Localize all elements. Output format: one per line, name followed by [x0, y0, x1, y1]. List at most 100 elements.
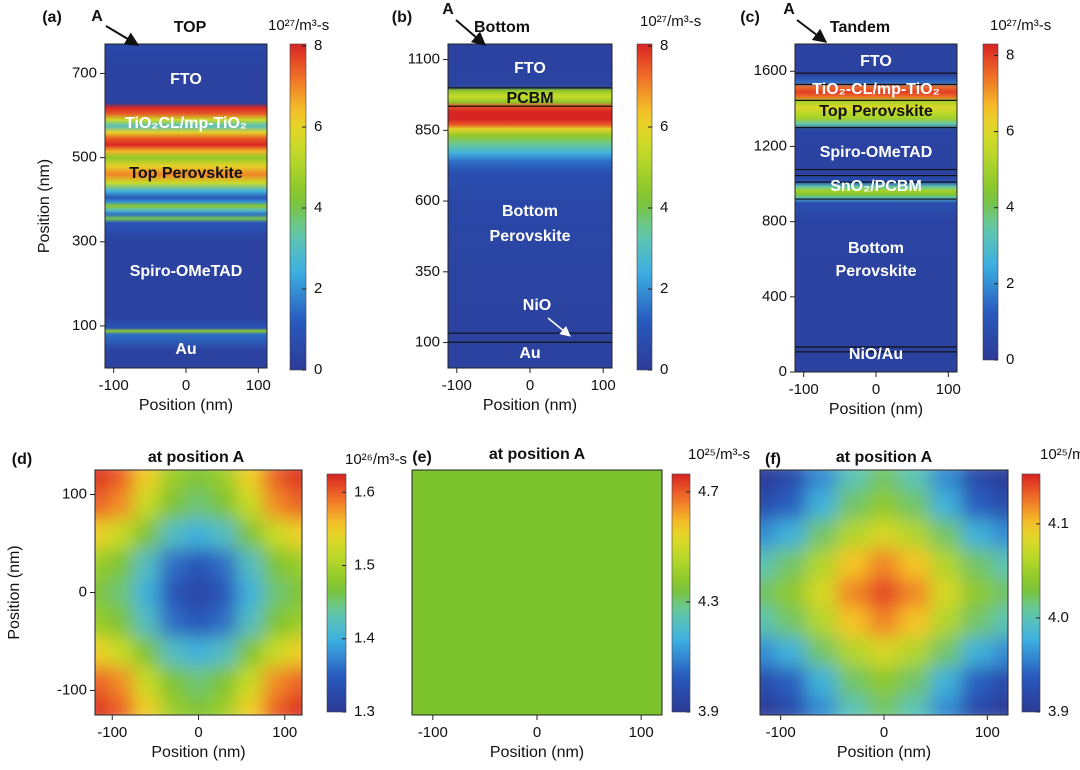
panel-letter: (d) [12, 451, 32, 468]
arrow [455, 19, 487, 46]
heatmap-cell [95, 547, 109, 579]
heatmap-cell [107, 606, 135, 638]
y-tick-label: 100 [62, 485, 87, 502]
heatmap-cell [961, 470, 993, 491]
heatmap-cell [210, 518, 238, 549]
y-tick-label: 1200 [754, 137, 787, 154]
heatmap-cell [159, 665, 187, 696]
heatmap-cell [992, 489, 1008, 520]
heatmap-cell [107, 577, 135, 608]
heatmap-cell [775, 547, 807, 579]
x-tick-label: -100 [418, 724, 448, 741]
panel-letter: (e) [412, 449, 432, 466]
colorbar-tick-label: 2 [660, 280, 668, 297]
heatmap-cell [185, 636, 212, 667]
layer-label: TiO₂-CL/mp-TiO₂ [812, 81, 939, 98]
heatmap-cell [930, 577, 962, 608]
heatmap-cell [868, 636, 900, 667]
annotation: A [783, 1, 795, 18]
colorbar-unit: 10²⁷/m³-s [640, 13, 701, 30]
heatmap-cell [868, 577, 900, 608]
colorbar-tick-label: 4.1 [1048, 515, 1069, 532]
heatmap-cell [133, 665, 161, 696]
heatmap-cell [185, 694, 212, 715]
colorbar [326, 473, 347, 713]
heatmap-cell [930, 470, 962, 491]
colorbar-tick-label: 2 [314, 280, 322, 297]
colorbar [982, 43, 999, 361]
heatmap-cell [95, 489, 109, 520]
heatmap-cell [288, 606, 302, 638]
heatmap-cell [837, 606, 869, 638]
heatmap-cell [806, 694, 838, 715]
x-tick-label: -100 [99, 377, 129, 394]
heatmap-cell [992, 547, 1008, 579]
heatmap-cell [133, 518, 161, 549]
heatmap-cell [159, 606, 187, 638]
colorbar [636, 43, 653, 371]
y-tick-label: 100 [415, 334, 440, 351]
y-tick-label: 1100 [408, 51, 440, 68]
heatmap-field [412, 470, 662, 715]
heatmap-cell [133, 470, 161, 491]
heatmap-cell [107, 694, 135, 715]
colorbar-tick-label: 0 [1006, 351, 1014, 368]
heatmap-cell [806, 547, 838, 579]
y-tick-label: 500 [72, 149, 97, 166]
heatmap-cell [159, 577, 187, 608]
colorbar-tick-label: 4 [660, 199, 668, 216]
colorbar-unit: 10²⁷/m³-s [268, 17, 329, 34]
heatmap-cell [236, 518, 264, 549]
heatmap-cell [992, 636, 1008, 667]
heatmap-cell [961, 518, 993, 549]
heatmap-cell [288, 547, 302, 579]
y-tick-label: 400 [762, 288, 787, 305]
heatmap-cell [133, 547, 161, 579]
heatmap-cell [210, 606, 238, 638]
x-tick-label: 0 [526, 377, 534, 394]
colorbar-unit: 10²⁶/m³-s [345, 451, 407, 468]
heatmap-cell [159, 547, 187, 579]
heatmap-cell [107, 470, 135, 491]
heatmap-cell [159, 636, 187, 667]
heatmap-cell [868, 489, 900, 520]
arrow [796, 19, 828, 43]
heatmap-cell [837, 547, 869, 579]
x-axis-label: Position (nm) [837, 744, 931, 761]
y-tick-label: 800 [762, 213, 787, 230]
heatmap-cell [868, 606, 900, 638]
colorbar-tick-label: 4 [314, 199, 322, 216]
heatmap-cell [899, 636, 931, 667]
panel-title: Tandem [830, 19, 890, 36]
heatmap-cell [107, 489, 135, 520]
heatmap-cell [236, 547, 264, 579]
layer-label: Top Perovskite [129, 165, 243, 182]
heatmap-field [760, 470, 1008, 715]
heatmap-cell [930, 694, 962, 715]
x-tick-label: 100 [936, 381, 961, 398]
heatmap-field [105, 44, 267, 368]
heatmap-cell [210, 665, 238, 696]
heatmap-cell [775, 577, 807, 608]
heatmap-cell [930, 518, 962, 549]
panel-title: at position A [836, 449, 933, 466]
heatmap-cell [961, 489, 993, 520]
heatmap-cell [210, 694, 238, 715]
heatmap-cell [775, 694, 807, 715]
arrow [105, 25, 140, 46]
heatmap-cell [262, 694, 290, 715]
heatmap-cells [412, 470, 662, 715]
heatmap-cell [262, 470, 290, 491]
heatmap-cell [899, 694, 931, 715]
x-axis-label: Position (nm) [829, 401, 923, 418]
layer-label: Top Perovskite [819, 103, 933, 120]
layer-label: TiO₂CL/mp-TiO₂ [125, 115, 247, 132]
heatmap-cell [760, 606, 776, 638]
heatmap-cell [868, 518, 900, 549]
y-tick-label: 1600 [754, 62, 787, 79]
heatmap-cell [185, 470, 212, 491]
colorbar [1021, 473, 1041, 713]
heatmap-cell [992, 470, 1008, 491]
colorbar-tick-label: 1.4 [354, 630, 375, 647]
heatmap-cell [760, 547, 776, 579]
